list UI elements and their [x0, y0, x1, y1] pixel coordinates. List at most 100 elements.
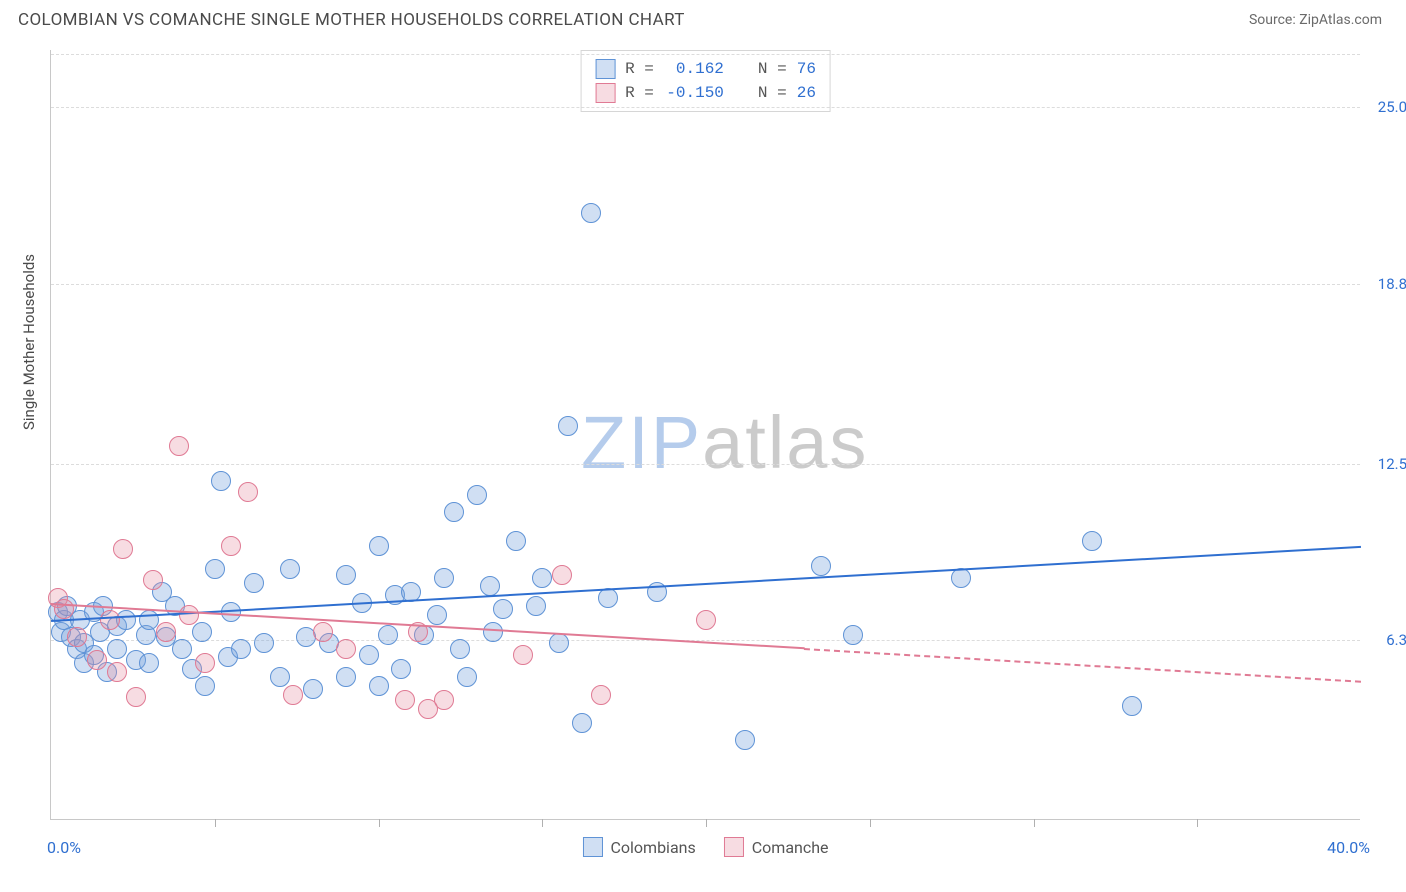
source-label: Source: [1249, 12, 1299, 28]
data-point [450, 639, 470, 659]
data-point [526, 596, 546, 616]
xtick [379, 819, 380, 827]
correlation-legend: R = 0.162 N = 76 R = -0.150 N = 26 [580, 50, 831, 112]
data-point [843, 625, 863, 645]
xtick [1034, 819, 1035, 827]
data-point [143, 570, 163, 590]
series-legend: Colombians Comanche [582, 837, 828, 857]
r-label: R = [625, 60, 654, 78]
chart-title: COLOMBIAN VS COMANCHE SINGLE MOTHER HOUS… [18, 10, 685, 30]
watermark-part2: atlas [702, 401, 868, 484]
data-point [581, 203, 601, 223]
data-point [591, 685, 611, 705]
data-point [391, 659, 411, 679]
swatch-colombians [582, 837, 602, 857]
data-point [221, 536, 241, 556]
data-point [513, 645, 533, 665]
data-point [493, 599, 513, 619]
xtick [215, 819, 216, 827]
n-label: N = [758, 60, 787, 78]
data-point [369, 536, 389, 556]
data-point [483, 622, 503, 642]
data-point [54, 599, 74, 619]
data-point [231, 639, 251, 659]
data-point [192, 622, 212, 642]
swatch-comanche [595, 83, 615, 103]
data-point [369, 676, 389, 696]
data-point [359, 645, 379, 665]
data-point [313, 622, 333, 642]
data-point [506, 531, 526, 551]
data-point [336, 667, 356, 687]
data-point [172, 639, 192, 659]
data-point [139, 653, 159, 673]
data-point [1122, 696, 1142, 716]
data-point [467, 485, 487, 505]
r-label: R = [625, 84, 654, 102]
data-point [238, 482, 258, 502]
source-value: ZipAtlas.com [1299, 12, 1382, 28]
data-point [107, 639, 127, 659]
ytick-label: 6.3% [1368, 631, 1406, 649]
data-point [113, 539, 133, 559]
x-min-label: 0.0% [47, 838, 81, 857]
trend-line [804, 648, 1361, 683]
data-point [811, 556, 831, 576]
data-point [427, 605, 447, 625]
watermark: ZIPatlas [581, 400, 868, 485]
legend-row-comanche: R = -0.150 N = 26 [595, 81, 816, 105]
legend-label: Comanche [752, 838, 829, 857]
r-value-colombians: 0.162 [664, 60, 724, 78]
data-point [549, 633, 569, 653]
gridline [51, 284, 1360, 285]
data-point [552, 565, 572, 585]
data-point [434, 568, 454, 588]
swatch-colombians [595, 59, 615, 79]
data-point [195, 676, 215, 696]
data-point [169, 436, 189, 456]
data-point [444, 502, 464, 522]
gridline [51, 464, 1360, 465]
data-point [395, 690, 415, 710]
data-point [457, 667, 477, 687]
y-axis-label: Single Mother Households [20, 254, 38, 430]
data-point [270, 667, 290, 687]
ytick-label: 18.8% [1368, 275, 1406, 293]
data-point [67, 627, 87, 647]
data-point [283, 685, 303, 705]
scatter-plot: ZIPatlas R = 0.162 N = 76 R = -0.150 N =… [50, 50, 1360, 820]
legend-label: Colombians [610, 838, 695, 857]
data-point [434, 690, 454, 710]
gridline [51, 54, 1360, 55]
legend-item-comanche: Comanche [724, 837, 829, 857]
n-label: N = [758, 84, 787, 102]
legend-item-colombians: Colombians [582, 837, 695, 857]
data-point [244, 573, 264, 593]
gridline [51, 107, 1360, 108]
data-point [480, 576, 500, 596]
data-point [532, 568, 552, 588]
data-point [1082, 531, 1102, 551]
data-point [303, 679, 323, 699]
n-value-colombians: 76 [797, 60, 816, 78]
data-point [336, 639, 356, 659]
data-point [696, 610, 716, 630]
data-point [280, 559, 300, 579]
data-point [205, 559, 225, 579]
ytick-label: 25.0% [1368, 98, 1406, 116]
data-point [126, 687, 146, 707]
data-point [195, 653, 215, 673]
r-value-comanche: -0.150 [664, 84, 724, 102]
data-point [254, 633, 274, 653]
chart-header: COLOMBIAN VS COMANCHE SINGLE MOTHER HOUS… [0, 0, 1406, 36]
chart-source: Source: ZipAtlas.com [1249, 12, 1382, 28]
data-point [100, 610, 120, 630]
data-point [211, 471, 231, 491]
data-point [336, 565, 356, 585]
xtick [870, 819, 871, 827]
ytick-label: 12.5% [1368, 455, 1406, 473]
data-point [107, 662, 127, 682]
data-point [87, 650, 107, 670]
x-max-label: 40.0% [1327, 838, 1370, 857]
data-point [179, 605, 199, 625]
